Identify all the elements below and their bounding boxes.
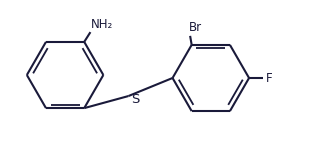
Text: S: S bbox=[131, 93, 140, 106]
Text: NH₂: NH₂ bbox=[91, 18, 113, 31]
Text: Br: Br bbox=[188, 21, 202, 34]
Text: F: F bbox=[265, 72, 272, 84]
